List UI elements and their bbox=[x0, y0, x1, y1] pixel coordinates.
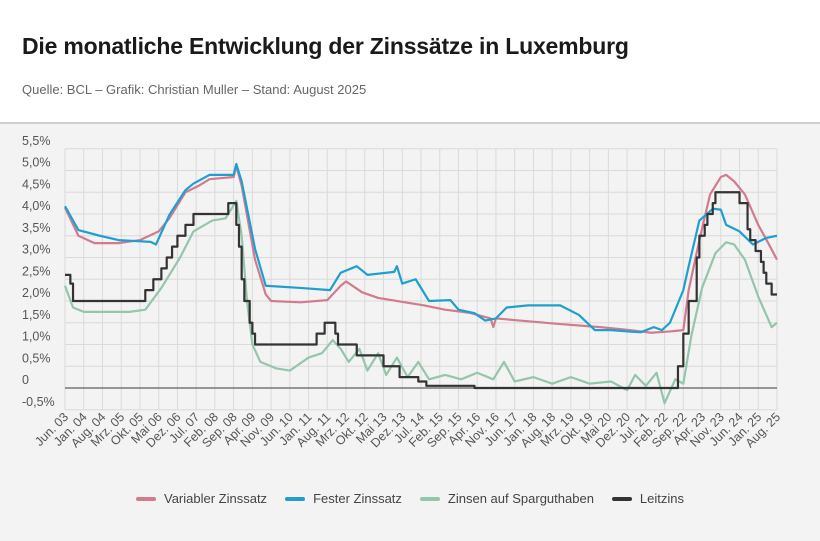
y-tick-label: 0 bbox=[22, 373, 29, 387]
y-tick-label: 0,5% bbox=[22, 351, 51, 365]
y-tick-label: -0,5% bbox=[22, 395, 55, 409]
chart-title: Die monatliche Entwicklung der Zinssätze… bbox=[22, 33, 629, 59]
y-tick-label: 1,5% bbox=[22, 308, 51, 322]
y-tick-label: 5,5% bbox=[22, 134, 51, 148]
legend-item-sparguthaben: Zinsen auf Sparguthaben bbox=[419, 491, 594, 506]
legend-label: Variabler Zinssatz bbox=[163, 491, 268, 506]
legend-item-fester-zinssatz: Fester Zinssatz bbox=[285, 491, 402, 506]
y-tick-label: 3,5% bbox=[22, 221, 51, 235]
y-tick-label: 4,0% bbox=[22, 199, 51, 213]
y-tick-label: 4,5% bbox=[22, 177, 51, 191]
legend-swatch bbox=[285, 496, 306, 501]
y-tick-label: 3,0% bbox=[22, 243, 51, 257]
y-tick-label: 2,0% bbox=[22, 286, 51, 300]
chart-subtitle: Quelle: BCL – Grafik: Christian Muller –… bbox=[22, 82, 367, 97]
y-tick-label: 1,0% bbox=[22, 330, 51, 344]
legend-swatch bbox=[611, 496, 632, 501]
y-tick-label: 5,0% bbox=[22, 156, 51, 170]
legend-item-leitzins: Leitzins bbox=[611, 491, 684, 506]
legend: Variabler Zinssatz Fester Zinssatz Zinse… bbox=[0, 491, 820, 506]
series-line-fester-zinssatz bbox=[64, 162, 778, 334]
legend-swatch bbox=[419, 496, 440, 501]
y-tick-label: 2,5% bbox=[22, 264, 51, 278]
legend-label: Fester Zinssatz bbox=[313, 491, 402, 506]
legend-label: Zinsen auf Sparguthaben bbox=[447, 491, 594, 506]
chart-header: Die monatliche Entwicklung der Zinssätze… bbox=[0, 0, 820, 122]
legend-label: Leitzins bbox=[639, 491, 684, 506]
legend-item-variabler-zinssatz: Variabler Zinssatz bbox=[135, 491, 268, 506]
legend-swatch bbox=[135, 496, 156, 501]
series-line-leitzins bbox=[65, 191, 777, 390]
